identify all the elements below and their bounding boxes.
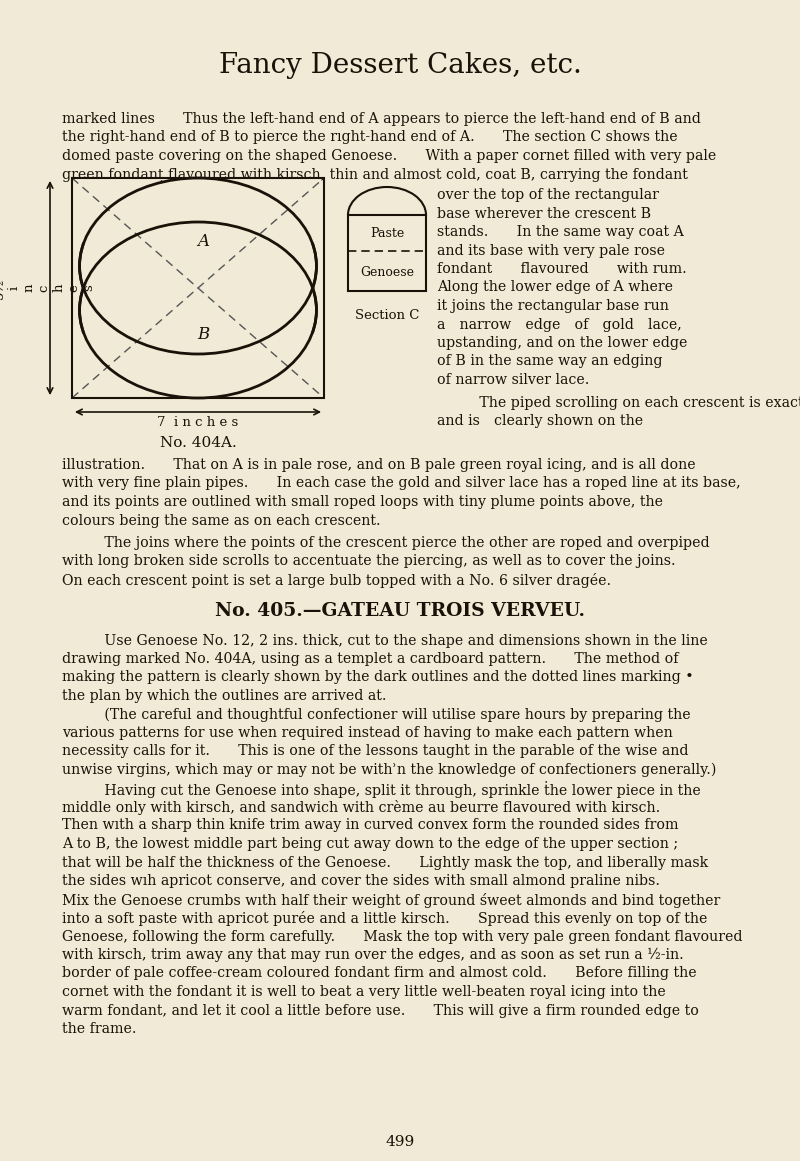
Text: it joins the rectangular base run: it joins the rectangular base run	[437, 300, 669, 313]
Text: cornet with the fondant it is well to beat a very little well-beaten royal icing: cornet with the fondant it is well to be…	[62, 985, 666, 998]
Text: that will be half the thickness of the Genoese.  Lightly mask the top, and liber: that will be half the thickness of the G…	[62, 856, 708, 870]
Text: green fondanṭ flavoured with kirsch, thin and almost cold, coat B, carrying the : green fondanṭ flavoured with kirsch, thi…	[62, 167, 688, 181]
Text: Along the lower edge of A where: Along the lower edge of A where	[437, 281, 673, 295]
Text: The piped scrolling on each crescent is exactly the same,: The piped scrolling on each crescent is …	[437, 396, 800, 410]
Text: with long broken side scrolls to accentuate the piercing, as well as to cover th: with long broken side scrolls to accentu…	[62, 555, 676, 569]
Text: B: B	[197, 326, 209, 344]
Text: A to B, the lowest middle part being cut away down to the edge of the upper sect: A to B, the lowest middle part being cut…	[62, 837, 678, 851]
Text: domed paste covering on the shaped Genoese.  With a paper cornet filled with ver: domed paste covering on the shaped Genoe…	[62, 149, 716, 163]
Text: Fancy Dessert Cakes, etc.: Fancy Dessert Cakes, etc.	[218, 52, 582, 79]
Text: necessity calls for it.  This is one of the lessons taught in the parable of the: necessity calls for it. This is one of t…	[62, 744, 689, 758]
Text: A: A	[197, 233, 209, 250]
Text: the sides wıh apricot conserve, and cover the sides with small almond praline ni: the sides wıh apricot conserve, and cove…	[62, 874, 660, 888]
Text: a narrow edge of gold lace,: a narrow edge of gold lace,	[437, 317, 682, 332]
Text: warm fondant, and let it cool a little before use.  This will give a firm rounde: warm fondant, and let it cool a little b…	[62, 1003, 699, 1017]
Text: of narrow silver lace.: of narrow silver lace.	[437, 373, 590, 387]
Text: making the pattern is clearly shown by the dark outlines and the dotted lines ma: making the pattern is clearly shown by t…	[62, 671, 694, 685]
Text: base wherever the crescent B: base wherever the crescent B	[437, 207, 651, 221]
Text: unwise virgins, which may or may not be withʾn the knowledge of confectioners ge: unwise virgins, which may or may not be …	[62, 763, 716, 778]
Text: of B in the same way an edging: of B in the same way an edging	[437, 354, 662, 368]
Text: fondant  flavoured  with rum.: fondant flavoured with rum.	[437, 262, 686, 276]
Text: 5½
i
n
c
h
e
s: 5½ i n c h e s	[0, 277, 95, 298]
Text: Having cut the Genoese into shape, split it through, sprinkle ṫhe lower piece in: Having cut the Genoese into shape, split…	[62, 781, 701, 799]
Text: illustration.  That on A is in pale rose, and on B pale green royal icing, and i: illustration. That on A is in pale rose,…	[62, 457, 696, 473]
Text: stands.  In the same way coat A: stands. In the same way coat A	[437, 225, 684, 239]
Text: On each crescent point is set a large bulb topped with a No. 6 silver dragée.: On each crescent point is set a large bu…	[62, 574, 611, 587]
Text: middle only with kirsch, and sandwich with crème au beurre flavoured with kirsch: middle only with kirsch, and sandwich wi…	[62, 800, 660, 815]
Text: 499: 499	[386, 1135, 414, 1149]
Text: Then wıth a sharp thin knife trim away in curved convex form the rounded sides f: Then wıth a sharp thin knife trim away i…	[62, 819, 678, 832]
Text: Use Genoese No. 12, 2 ins. thick, cut to the shape and dimensions shown in the l: Use Genoese No. 12, 2 ins. thick, cut to…	[62, 634, 708, 648]
Text: colours being the same as on each crescent.: colours being the same as on each cresce…	[62, 513, 381, 527]
Text: No. 404A.: No. 404A.	[160, 437, 236, 450]
Text: with kirsch, trim away any that may run over the edges, and as soon as set run a: with kirsch, trim away any that may run …	[62, 949, 684, 962]
Text: Paste: Paste	[370, 226, 404, 239]
Text: and is clearly shown on the: and is clearly shown on the	[437, 414, 643, 428]
Bar	[348, 215, 426, 291]
Text: Mix the Genoese crumbs wıth half their weight of ground śweet almonds and bind t: Mix the Genoese crumbs wıth half their w…	[62, 893, 720, 908]
Text: over the top of the rectangular: over the top of the rectangular	[437, 188, 659, 202]
Text: border of pale coffee-cream coloured fondant firm and almost cold.  Before filli: border of pale coffee-cream coloured fon…	[62, 966, 697, 981]
Text: the frame.: the frame.	[62, 1022, 137, 1036]
Text: various patterns for use when required instead of having to make each pattern wh: various patterns for use when required i…	[62, 726, 673, 740]
Text: No. 405.—GATEAU TROIS VERVEU.: No. 405.—GATEAU TROIS VERVEU.	[215, 601, 585, 620]
Text: upstanding, and on the lower edge: upstanding, and on the lower edge	[437, 336, 687, 349]
Text: drawing marked No. 404A, using as a templet a cardboard pattern.  The method of: drawing marked No. 404A, using as a temp…	[62, 652, 678, 666]
Text: the right-hand end of B to pierce the rıght-hand end of A.  The section C shows : the right-hand end of B to pierce the rı…	[62, 130, 678, 144]
Text: (The careful and thoughtful confectioner will utilise spare hours by preparing t: (The careful and thoughtful confectioner…	[62, 707, 690, 722]
Text: The joins where the points of the crescent pierce the other are roped and overpi: The joins where the points of the cresce…	[62, 536, 710, 550]
Text: with very fine plain pipes.  In each case the gold and silver lace has a roped l: with very fine plain pipes. In each case…	[62, 476, 741, 490]
Text: and its points are outlined with small roped loops with tiny plume points above,: and its points are outlined with small r…	[62, 495, 663, 509]
Bar	[72, 178, 324, 398]
Text: Section C: Section C	[355, 309, 419, 322]
Text: 7  i n c h e s: 7 i n c h e s	[158, 416, 238, 430]
Text: and its base with very pale rose: and its base with very pale rose	[437, 244, 665, 258]
Text: marked lines  Thus the left-hand end of A appears to pierce the left-hand end of: marked lines Thus the left-hand end of A…	[62, 111, 701, 127]
Text: Genoese: Genoese	[360, 266, 414, 279]
Text: into a soft paste with apricot purée and a little kirsch.  Spread this evenly on: into a soft paste with apricot purée and…	[62, 911, 707, 926]
Text: Genoese, following the form carefully.  Mask the top with very pale green fondan: Genoese, following the form carefully. M…	[62, 930, 742, 944]
Text: the plan by which the outlines are arrived at.: the plan by which the outlines are arriv…	[62, 688, 386, 704]
